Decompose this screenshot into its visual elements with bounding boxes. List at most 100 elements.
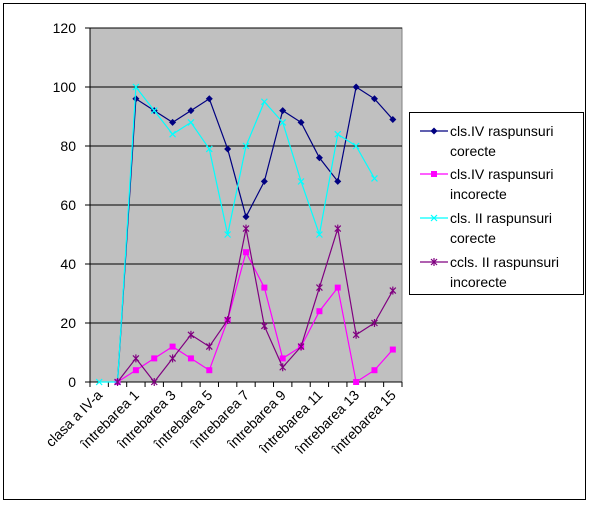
series-1-point-5 xyxy=(187,107,195,115)
series-3-point-14 xyxy=(352,142,360,150)
series-4-point-11 xyxy=(297,342,305,351)
legend-key-marker xyxy=(431,171,437,177)
y-tick-label-60: 60 xyxy=(60,197,76,213)
series-1-point-16 xyxy=(389,115,397,123)
legend-label-1: cls.IV raspunsuri corecte xyxy=(450,121,582,161)
series-4-point-4 xyxy=(169,354,177,363)
series-line-4 xyxy=(117,228,394,383)
series-4-point-9 xyxy=(260,321,268,330)
series-3-point-0 xyxy=(95,378,103,386)
legend-key-1 xyxy=(420,127,448,135)
legend-label-1-line-2: corecte xyxy=(450,143,496,159)
series-4-point-3 xyxy=(150,378,158,386)
series-3-point-7 xyxy=(224,231,232,238)
legend-item-2: cls.IV raspunsuri incorecte xyxy=(410,164,585,210)
y-tick-label-40: 40 xyxy=(60,256,76,272)
series-4-point-15 xyxy=(371,319,378,327)
legend-key-3 xyxy=(420,214,448,222)
series-1-point-10 xyxy=(279,107,287,115)
series-3-point-13 xyxy=(334,130,342,138)
series-4 xyxy=(114,224,397,386)
legend-label-2-line-1: cls.IV raspunsuri xyxy=(450,166,554,182)
y-tick-labels: 0 20 40 60 80 100 120 xyxy=(53,20,77,390)
series-2-point-4 xyxy=(169,343,176,350)
series-2-point-5 xyxy=(187,355,194,362)
series-line-2 xyxy=(117,250,394,383)
y-tick-label-20: 20 xyxy=(60,315,76,331)
series-1-point-15 xyxy=(370,95,378,103)
y-tick-label-80: 80 xyxy=(60,138,76,154)
axes xyxy=(85,27,403,387)
legend-key-4 xyxy=(420,258,448,266)
series-2-point-14 xyxy=(353,379,360,385)
series-3-point-6 xyxy=(205,145,213,153)
series-2-point-15 xyxy=(371,367,378,374)
series-4-point-2 xyxy=(132,354,140,363)
y-tick-label-0: 0 xyxy=(68,374,76,390)
series-3-point-15 xyxy=(371,175,378,182)
series-1-point-6 xyxy=(205,95,213,103)
legend-key-marker xyxy=(430,214,438,222)
marker-stroke xyxy=(315,231,323,238)
legend-label-3-line-2: corecte xyxy=(450,230,496,246)
series-3-point-3 xyxy=(150,107,158,115)
marker-stroke xyxy=(279,118,287,126)
marker-stroke xyxy=(95,378,103,386)
series-4-point-12 xyxy=(315,283,323,292)
series-4-point-6 xyxy=(205,342,213,351)
series-3-point-10 xyxy=(279,118,287,126)
legend-label-3-line-1: cls. II raspunsuri xyxy=(450,210,552,226)
series-1-point-8 xyxy=(242,213,250,221)
marker-stroke xyxy=(430,214,438,222)
marker-stroke xyxy=(169,130,177,138)
marker-stroke xyxy=(205,145,213,153)
y-tick-label-120: 120 xyxy=(53,20,77,36)
marker-stroke xyxy=(260,98,268,106)
legend: cls.IV raspunsuri corecte cls.IV raspuns… xyxy=(409,112,584,295)
marker-stroke xyxy=(187,118,195,126)
marker-stroke xyxy=(352,142,360,150)
series-2 xyxy=(114,249,396,385)
series-3-point-2 xyxy=(132,83,140,91)
series-4-point-5 xyxy=(187,330,195,339)
series-2-point-10 xyxy=(279,355,286,362)
legend-label-2-line-2: incorecte xyxy=(450,186,507,202)
series-2-point-13 xyxy=(334,284,341,291)
series-layer xyxy=(95,83,397,386)
series-3 xyxy=(95,83,378,386)
series-1-point-13 xyxy=(334,177,342,185)
series-1-point-7 xyxy=(224,145,232,153)
series-4-point-16 xyxy=(389,286,397,295)
series-line-3 xyxy=(99,85,375,383)
grid-lines xyxy=(90,27,402,324)
marker-stroke xyxy=(371,175,378,182)
series-4-point-7 xyxy=(224,316,232,325)
series-line-1 xyxy=(116,86,394,383)
series-3-point-12 xyxy=(315,231,323,238)
series-2-point-3 xyxy=(151,355,158,362)
series-3-point-8 xyxy=(242,142,250,150)
legend-label-2: cls.IV raspunsuri incorecte xyxy=(450,164,582,204)
series-2-point-8 xyxy=(243,249,249,256)
series-3-point-5 xyxy=(187,118,195,126)
series-1-point-12 xyxy=(315,154,323,162)
series-4-point-14 xyxy=(352,330,360,339)
series-2-point-16 xyxy=(389,346,396,353)
legend-item-3: cls. II raspunsuri corecte xyxy=(410,208,585,254)
marker-stroke xyxy=(242,142,250,150)
series-4-point-13 xyxy=(334,224,342,233)
legend-label-3: cls. II raspunsuri corecte xyxy=(450,208,582,248)
x-tick-label-8: întrebarea 15 xyxy=(328,387,399,458)
legend-label-4-line-1: ccls. II raspunsuri xyxy=(450,254,559,270)
marker-stroke xyxy=(224,231,232,238)
series-1-point-2 xyxy=(132,95,140,103)
series-2-point-12 xyxy=(316,308,323,315)
legend-label-4: ccls. II raspunsuri incorecte xyxy=(450,252,582,292)
y-tick-label-100: 100 xyxy=(53,79,77,95)
series-3-point-11 xyxy=(297,177,305,185)
marker-stroke xyxy=(150,107,158,115)
marker-stroke xyxy=(132,83,140,91)
legend-item-4: ccls. II raspunsuri incorecte xyxy=(410,252,585,298)
